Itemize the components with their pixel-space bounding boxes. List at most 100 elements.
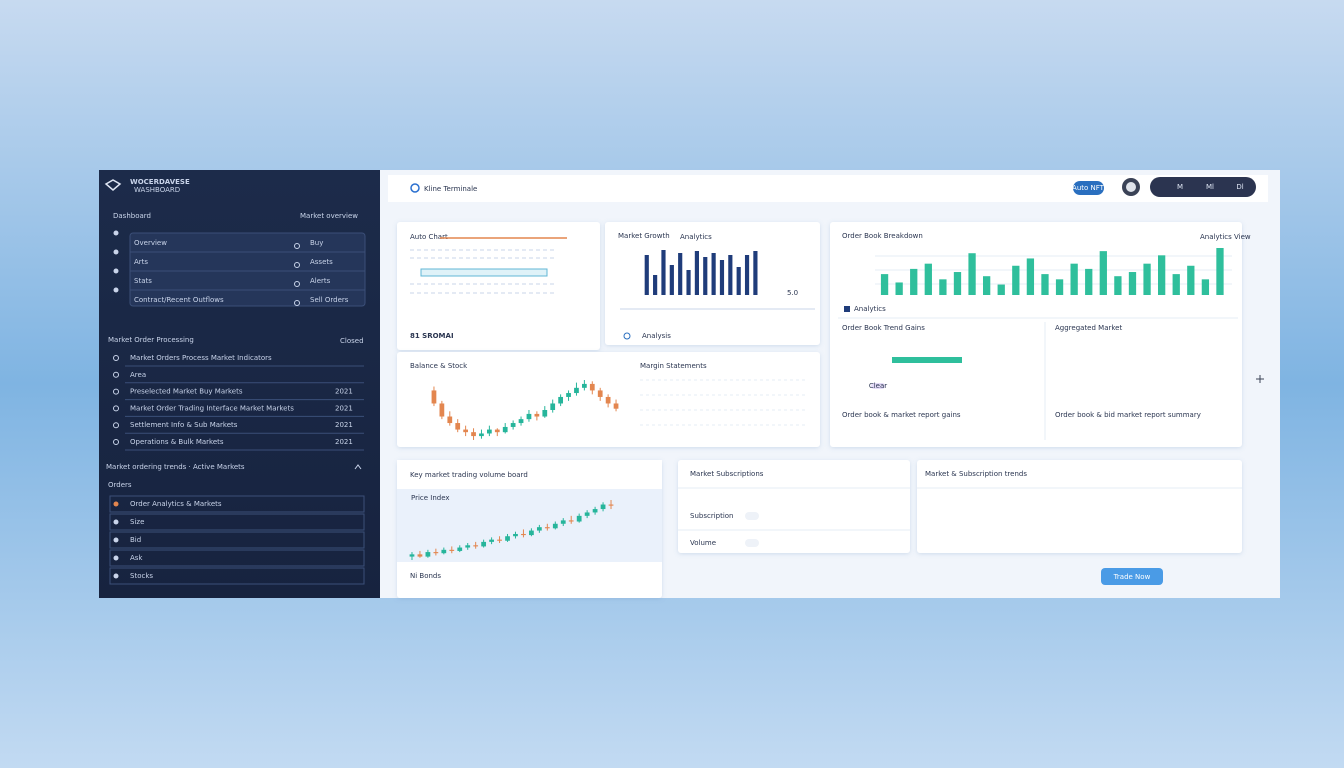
nav-icon: [113, 230, 119, 236]
candle-body: [597, 390, 603, 397]
candle-body: [600, 504, 606, 510]
candle-body: [481, 541, 487, 547]
card-title: Balance & Stock: [410, 362, 468, 370]
row-toggle[interactable]: [294, 243, 300, 249]
legend-text: Analytics: [854, 305, 886, 313]
bar: [910, 268, 918, 295]
row-toggle[interactable]: [294, 300, 300, 306]
row-box: [109, 549, 365, 567]
bar: [880, 274, 889, 295]
candle-body: [471, 432, 476, 437]
card-title: Auto Chart: [410, 233, 448, 241]
row-tag: Assets: [310, 258, 333, 266]
toolbar-button[interactable]: M: [1177, 183, 1183, 191]
toolbar-button[interactable]: Dl: [1236, 183, 1243, 191]
row-icon: [113, 537, 119, 543]
bar: [1216, 248, 1224, 295]
candle-body: [521, 533, 526, 536]
row-label: Market Orders Process Market Indicators: [130, 354, 272, 362]
candle-body: [589, 383, 595, 391]
header: [388, 175, 1268, 202]
bar: [1099, 251, 1107, 295]
row-icon: [113, 405, 119, 412]
candle-body: [566, 393, 571, 397]
bar: [1143, 263, 1151, 295]
row-icon: [113, 355, 119, 361]
row-label: Arts: [134, 258, 148, 266]
candle-body: [608, 504, 614, 506]
candle-body: [441, 549, 447, 554]
row-label: Preselected Market Buy Markets: [130, 388, 243, 396]
brand: WOCERDAVESE: [130, 178, 190, 186]
bar: [753, 251, 758, 295]
row-icon: [113, 555, 119, 561]
row-label: Area: [130, 371, 146, 379]
bar: [968, 253, 976, 295]
trade-button[interactable]: [1101, 568, 1163, 585]
section-action: Closed: [340, 337, 364, 345]
candle-body: [505, 536, 510, 541]
bar: [719, 260, 725, 295]
panel-tag: [871, 383, 885, 389]
panel-title: Order Book Trend Gains: [842, 324, 925, 332]
trade-button-text[interactable]: Trade Now: [1113, 573, 1151, 581]
row-tag: Buy: [310, 239, 323, 247]
row-label: Operations & Bulk Markets: [130, 438, 224, 446]
bar: [694, 251, 699, 295]
panel-note: Order book & market report gains: [842, 411, 961, 419]
row-label: Ask: [130, 554, 143, 562]
card: [830, 222, 1242, 447]
row-icon: [113, 439, 119, 445]
dashboard-box: [129, 232, 366, 307]
collapse-icon[interactable]: [354, 464, 362, 470]
value-label: 5.0: [787, 289, 798, 297]
bar: [703, 257, 708, 295]
row-value: 2021: [335, 421, 353, 429]
brand-icon: [104, 179, 122, 191]
bar: [983, 276, 991, 295]
bar: [1172, 274, 1180, 295]
candle-body: [550, 403, 556, 410]
bar: [1012, 265, 1020, 295]
row-label: Contract/Recent Outflows: [134, 296, 224, 304]
bar: [1201, 279, 1210, 295]
footer-link[interactable]: Analysis: [642, 332, 671, 340]
candle-body: [552, 523, 558, 529]
card-value: 81 SROMAI: [410, 332, 454, 340]
badge-text: Auto NFT: [1072, 184, 1105, 192]
bar: [644, 255, 649, 295]
toolbar-button[interactable]: Ml: [1206, 183, 1214, 191]
row-box: [109, 567, 365, 585]
bar: [1158, 255, 1166, 295]
row-pill: [745, 539, 759, 547]
row-toggle[interactable]: [294, 262, 300, 268]
nav-icon: [113, 268, 119, 274]
card-header: [397, 460, 662, 489]
row-tag: Alerts: [310, 277, 331, 285]
panel-tag-text: Clear: [869, 382, 887, 390]
candle-body: [487, 429, 492, 434]
header-title: Kline Terminale: [424, 185, 477, 193]
bar: [953, 272, 962, 295]
row-icon: [113, 371, 119, 378]
bar: [744, 255, 750, 295]
candle-body: [425, 552, 431, 557]
panel-note: Order book & bid market report summary: [1055, 411, 1201, 419]
row-toggle[interactable]: [294, 281, 300, 287]
row-label: Stats: [134, 277, 152, 285]
row-label: Settlement Info & Sub Markets: [130, 421, 238, 429]
badge: [1073, 181, 1104, 195]
bar: [653, 275, 658, 295]
candle-body: [494, 429, 500, 433]
expand-icon[interactable]: [1256, 375, 1264, 383]
candle-body: [439, 403, 445, 417]
nav-icon: [113, 287, 119, 293]
section-action: Market overview: [300, 212, 358, 220]
candle-body: [455, 423, 461, 430]
card-subtitle: Margin Statements: [640, 362, 707, 370]
bar: [736, 267, 741, 295]
bar: [678, 253, 683, 295]
candle-body: [502, 426, 508, 433]
bar: [939, 279, 947, 295]
